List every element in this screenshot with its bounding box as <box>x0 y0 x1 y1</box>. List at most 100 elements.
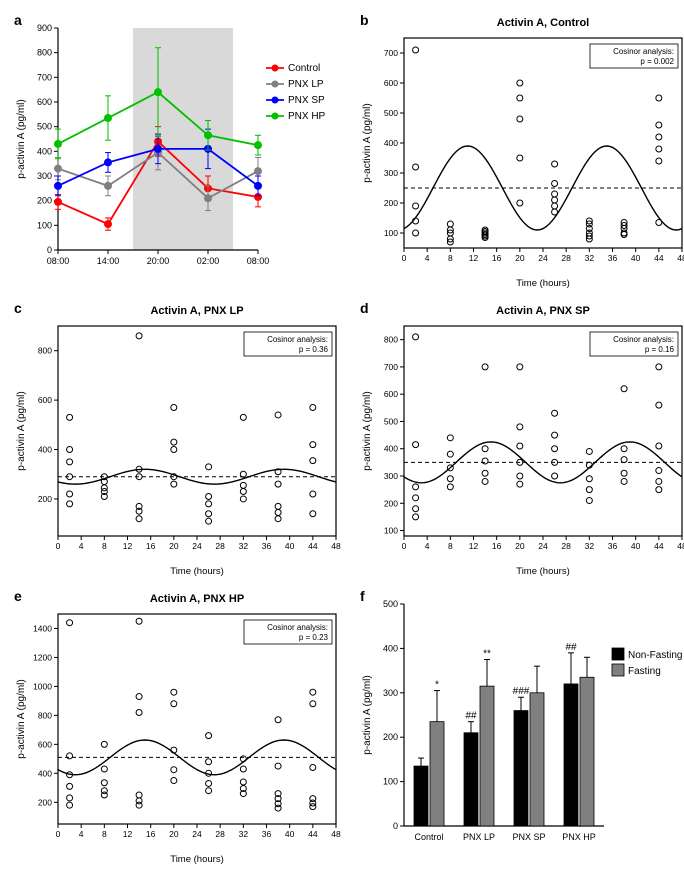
svg-text:200: 200 <box>384 198 398 208</box>
svg-text:Cosinor analysis:: Cosinor analysis: <box>613 335 674 344</box>
svg-text:08:00: 08:00 <box>247 256 270 266</box>
svg-text:20: 20 <box>169 541 179 551</box>
chart-f: 0100200300400500p-activin A (pg/ml)Contr… <box>356 586 684 866</box>
svg-text:36: 36 <box>608 253 618 263</box>
svg-text:PNX LP: PNX LP <box>288 79 324 90</box>
svg-text:800: 800 <box>38 346 52 356</box>
svg-text:4: 4 <box>425 541 430 551</box>
svg-text:700: 700 <box>384 362 398 372</box>
svg-text:40: 40 <box>631 541 641 551</box>
panel-d: d Activin A, PNX SP100200300400500600700… <box>356 298 684 578</box>
chart-d: Activin A, PNX SP10020030040050060070080… <box>356 298 684 578</box>
svg-text:p = 0.36: p = 0.36 <box>299 345 329 354</box>
svg-text:PNX HP: PNX HP <box>288 111 326 122</box>
svg-text:16: 16 <box>146 829 156 839</box>
svg-text:p = 0.23: p = 0.23 <box>299 633 329 642</box>
svg-text:600: 600 <box>38 395 52 405</box>
svg-text:Control: Control <box>414 832 443 842</box>
svg-text:600: 600 <box>37 97 52 107</box>
svg-text:32: 32 <box>239 541 249 551</box>
svg-text:400: 400 <box>384 138 398 148</box>
svg-text:Control: Control <box>288 63 320 74</box>
svg-text:48: 48 <box>677 541 684 551</box>
svg-text:12: 12 <box>469 253 479 263</box>
svg-text:28: 28 <box>215 829 225 839</box>
svg-text:16: 16 <box>492 253 502 263</box>
svg-text:28: 28 <box>561 253 571 263</box>
svg-text:08:00: 08:00 <box>47 256 70 266</box>
svg-text:p = 0.002: p = 0.002 <box>640 57 674 66</box>
svg-text:500: 500 <box>384 416 398 426</box>
panel-c-label: c <box>14 300 22 316</box>
svg-text:PNX HP: PNX HP <box>562 832 596 842</box>
svg-text:48: 48 <box>331 541 341 551</box>
svg-text:400: 400 <box>37 146 52 156</box>
svg-text:8: 8 <box>448 253 453 263</box>
svg-text:##: ## <box>465 711 477 722</box>
chart-c: Activin A, PNX LP20040060080004812162024… <box>10 298 348 578</box>
svg-text:Activin A, PNX HP: Activin A, PNX HP <box>150 593 244 605</box>
svg-text:p-activin A (pg/ml): p-activin A (pg/ml) <box>362 675 373 754</box>
svg-text:0: 0 <box>56 829 61 839</box>
svg-text:500: 500 <box>383 599 398 609</box>
svg-text:24: 24 <box>538 541 548 551</box>
svg-text:##: ## <box>565 642 577 653</box>
panel-e-label: e <box>14 588 22 604</box>
chart-b: Activin A, Control1002003004005006007000… <box>356 10 684 290</box>
svg-text:300: 300 <box>37 171 52 181</box>
svg-text:400: 400 <box>383 643 398 653</box>
svg-text:200: 200 <box>384 498 398 508</box>
svg-text:20: 20 <box>169 829 179 839</box>
panel-a-label: a <box>14 12 22 28</box>
panel-b-label: b <box>360 12 369 28</box>
svg-text:Activin A, Control: Activin A, Control <box>497 17 589 29</box>
svg-text:400: 400 <box>38 445 52 455</box>
svg-text:500: 500 <box>384 108 398 118</box>
panel-b: b Activin A, Control10020030040050060070… <box>356 10 684 290</box>
panel-f: f 0100200300400500p-activin A (pg/ml)Con… <box>356 586 684 866</box>
svg-text:36: 36 <box>608 541 618 551</box>
svg-text:p-activin A (pg/ml): p-activin A (pg/ml) <box>16 679 27 758</box>
svg-text:700: 700 <box>37 72 52 82</box>
svg-text:800: 800 <box>37 48 52 58</box>
svg-text:Time (hours): Time (hours) <box>170 566 224 577</box>
svg-text:8: 8 <box>102 829 107 839</box>
svg-text:PNX SP: PNX SP <box>288 95 325 106</box>
svg-text:16: 16 <box>146 541 156 551</box>
svg-text:Fasting: Fasting <box>628 666 661 677</box>
svg-text:PNX LP: PNX LP <box>463 832 495 842</box>
svg-text:8: 8 <box>102 541 107 551</box>
svg-text:*: * <box>435 680 439 691</box>
svg-text:0: 0 <box>393 821 398 831</box>
svg-text:600: 600 <box>38 739 52 749</box>
svg-text:900: 900 <box>37 23 52 33</box>
svg-text:20: 20 <box>515 253 525 263</box>
svg-text:4: 4 <box>79 829 84 839</box>
svg-text:8: 8 <box>448 541 453 551</box>
svg-text:300: 300 <box>384 471 398 481</box>
panel-d-label: d <box>360 300 369 316</box>
svg-text:0: 0 <box>47 245 52 255</box>
svg-text:32: 32 <box>585 253 595 263</box>
svg-text:Cosinor analysis:: Cosinor analysis: <box>267 335 328 344</box>
svg-text:400: 400 <box>38 768 52 778</box>
chart-a: 010020030040050060070080090008:0014:0020… <box>10 10 348 290</box>
svg-text:###: ### <box>513 686 530 697</box>
svg-text:36: 36 <box>262 541 272 551</box>
figure-grid: a 010020030040050060070080090008:0014:00… <box>10 10 674 866</box>
svg-text:Time (hours): Time (hours) <box>170 854 224 865</box>
svg-text:800: 800 <box>384 335 398 345</box>
svg-text:Cosinor analysis:: Cosinor analysis: <box>613 47 674 56</box>
svg-text:20:00: 20:00 <box>147 256 170 266</box>
panel-c: c Activin A, PNX LP200400600800048121620… <box>10 298 348 578</box>
svg-text:12: 12 <box>469 541 479 551</box>
svg-text:0: 0 <box>56 541 61 551</box>
svg-text:44: 44 <box>308 541 318 551</box>
svg-text:36: 36 <box>262 829 272 839</box>
svg-text:p-activin A (pg/ml): p-activin A (pg/ml) <box>16 391 27 470</box>
svg-text:**: ** <box>483 649 491 660</box>
svg-text:48: 48 <box>331 829 341 839</box>
svg-text:44: 44 <box>654 253 664 263</box>
svg-text:48: 48 <box>677 253 684 263</box>
svg-text:300: 300 <box>383 688 398 698</box>
